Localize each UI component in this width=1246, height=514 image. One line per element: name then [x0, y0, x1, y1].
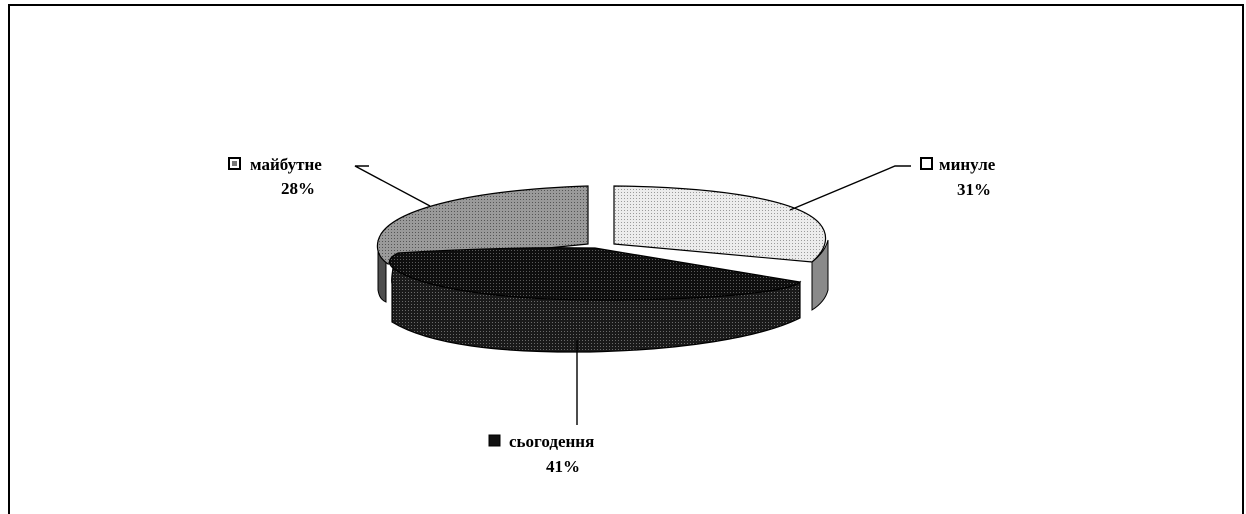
- legend-key-sohodennia: [488, 434, 501, 447]
- slice-maibutne-top: [376, 185, 589, 265]
- slice-sohodennia: [388, 247, 802, 353]
- data-label-maibutne: майбутне 28%: [228, 155, 322, 198]
- slice-label-maibutne: майбутне: [250, 155, 322, 174]
- slice-label-sohodennia: сьогодення: [509, 432, 594, 451]
- slice-value-sohodennia: 41%: [546, 457, 580, 476]
- slice-maibutne: [376, 185, 589, 303]
- data-label-mynule: минуле 31%: [920, 155, 996, 199]
- legend-key-mynule: [920, 157, 933, 170]
- slice-mynule: [613, 185, 829, 311]
- slice-value-maibutne: 28%: [281, 179, 315, 198]
- data-label-sohodennia: сьогодення 41%: [488, 432, 594, 476]
- slice-sohodennia-top: [388, 247, 802, 301]
- slice-value-mynule: 31%: [957, 180, 991, 199]
- slice-mynule-top: [613, 185, 827, 263]
- chart-frame: [8, 4, 1244, 514]
- slice-label-mynule: минуле: [939, 155, 996, 174]
- leader-line-mynule: [789, 165, 911, 211]
- legend-key-maibutne: [228, 157, 241, 170]
- leader-line-maibutne: [354, 165, 431, 207]
